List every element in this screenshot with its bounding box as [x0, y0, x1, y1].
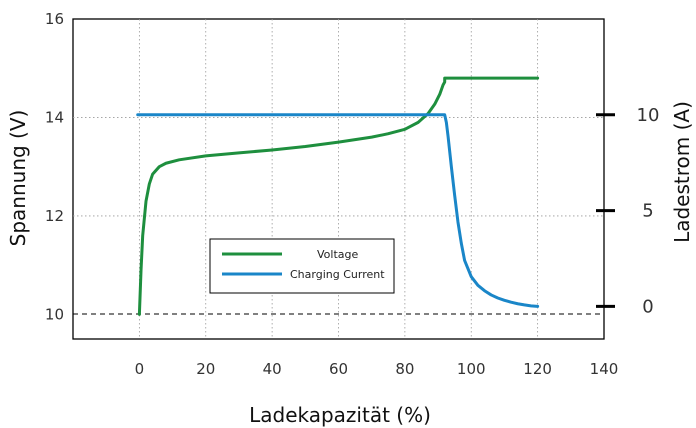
x-tick-label: 140 [590, 360, 619, 378]
charging-current-line [136, 113, 540, 308]
y-right-tick-label: 10 [637, 105, 660, 126]
y-right-ticks: 0 5 10 [596, 105, 660, 317]
y-left-tick-label: 14 [45, 108, 64, 126]
legend-box [209, 238, 395, 294]
y-right-tick-label: 5 [642, 201, 653, 222]
x-tick-label: 100 [457, 360, 486, 378]
x-tick-label: 80 [395, 360, 414, 378]
y-right-tick-label: 0 [642, 296, 653, 317]
x-tick-label: 60 [329, 360, 348, 378]
grid-lines [73, 19, 604, 339]
y-left-tick-label: 12 [45, 207, 64, 225]
y-left-tick-label: 10 [45, 305, 64, 323]
y-left-tick-label: 16 [45, 10, 64, 28]
y-left-tick-labels: 10 12 14 16 [45, 10, 64, 323]
x-tick-label: 20 [196, 360, 215, 378]
voltage-line [137, 76, 540, 316]
legend-current-label: Charging Current [290, 268, 385, 281]
y-axis-right-title: Ladestrom (A) [670, 101, 694, 243]
series-layer [136, 76, 540, 316]
legend-voltage-label: Voltage [317, 248, 358, 261]
legend: Voltage Charging Current [209, 238, 395, 294]
x-tick-label: 120 [523, 360, 552, 378]
x-tick-label: 0 [135, 360, 145, 378]
x-tick-labels: 0 20 40 60 80 100 120 140 [135, 360, 619, 378]
x-tick-label: 40 [263, 360, 282, 378]
x-axis-title: Ladekapazität (%) [249, 403, 431, 427]
y-axis-left-title: Spannung (V) [6, 110, 30, 247]
